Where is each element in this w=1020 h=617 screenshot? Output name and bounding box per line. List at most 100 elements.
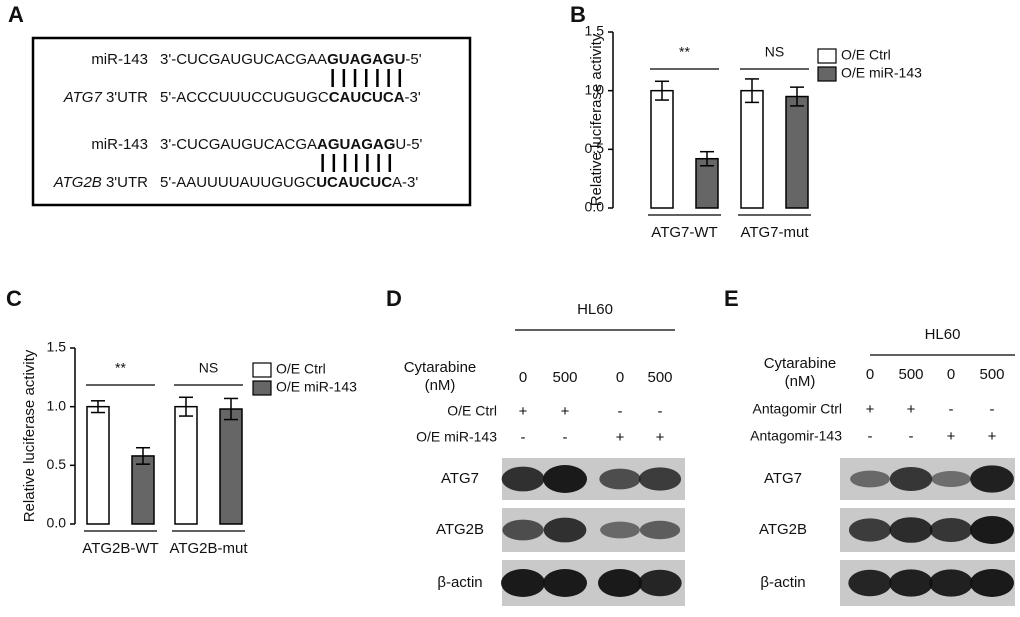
legend-label: O/E Ctrl [276,361,326,377]
condition-sign: + [656,429,665,446]
dose: 500 [979,366,1004,383]
x-tick-label: ATG2B-WT [82,540,158,557]
condition-sign: + [561,403,570,420]
x-tick-label: ATG7-WT [651,224,717,241]
y-tick-label: 1.5 [585,23,605,39]
dose: 500 [898,366,923,383]
blot-label: ATG2B [759,521,807,538]
panel-label: D [386,286,402,311]
legend-swatch [817,66,837,82]
legend-swatch [252,380,272,396]
blot-band [889,467,933,491]
treatment-label: (nM) [785,373,816,390]
x-tick-label: ATG2B-mut [169,540,248,557]
cell-line: HL60 [925,326,961,343]
condition-sign: + [616,429,625,446]
y-tick-label: 1.0 [47,397,67,413]
panel-label: E [724,286,739,311]
blot-band [638,569,682,597]
dose: 500 [647,369,672,386]
target-sequence: 5'-AAUUUUAUUGUGCUCAUCUCA-3' [160,174,418,191]
error-bar [224,397,238,421]
bar [219,408,243,525]
text-part: ATG2B [53,174,102,191]
treatment-label: Cytarabine [764,355,837,372]
y-tick-label: 1.0 [585,81,605,97]
blot-band [970,465,1014,493]
blot-band [599,468,641,490]
condition-sign: - [868,428,873,445]
blot-band [543,465,587,493]
condition-sign: + [866,401,875,418]
blot-label: ATG7 [764,470,802,487]
text-part: 3'UTR [102,174,148,191]
bar [174,405,198,525]
bar [650,89,674,209]
condition-sign: + [907,401,916,418]
error-bar [136,446,150,465]
text-part: CAUCUCA [329,89,405,106]
treatment-label: Cytarabine [404,359,477,376]
text-part: 3'UTR [102,89,148,106]
error-bar [790,86,804,107]
condition-sign: - [949,401,954,418]
condition-sign: + [519,403,528,420]
bar [86,405,110,525]
condition-sign: - [909,428,914,445]
blot-band [850,470,890,488]
dose: 0 [947,366,955,383]
blot-band [848,569,892,597]
panel-label: C [6,286,22,311]
blot-band [501,569,545,597]
bar [785,95,809,209]
blot-band [600,521,640,539]
blot-label: β-actin [760,574,805,591]
blot-band [970,569,1014,597]
error-bar [655,80,669,101]
blot-band [598,569,642,597]
x-tick-label: ATG7-mut [740,224,809,241]
significance: ** [115,360,126,376]
text-part: 5'-ACCCUUUCCUGUGC [160,89,329,106]
blot-label: ATG7 [441,470,479,487]
blot-band [639,520,681,540]
blot-band [543,517,587,543]
legend-label: O/E Ctrl [841,47,891,63]
text-part: -5' [405,51,421,68]
condition-sign: - [990,401,995,418]
condition-label: O/E Ctrl [447,403,497,419]
dose: 0 [866,366,874,383]
blot-band [889,517,933,543]
y-tick-label: 0.0 [585,199,605,215]
legend-swatch [817,48,837,64]
error-bar [91,400,105,414]
mirna-name: miR-143 [91,51,148,68]
text-part: -3' [405,89,421,106]
condition-sign: - [618,403,623,420]
text-part: GUAGAGU [327,51,405,68]
condition-label: Antagomir Ctrl [753,401,842,417]
text-part: UCAUCUC [316,174,392,191]
blot-band [501,466,545,492]
blot-band [502,519,544,541]
text-part: 3'-CUCGAUGUCACGAA [160,51,327,68]
dose: 500 [552,369,577,386]
condition-label: O/E miR-143 [416,429,497,445]
significance: NS [199,360,218,376]
panel-a-box [31,36,472,207]
condition-sign: - [521,429,526,446]
target-name: ATG7 3'UTR [63,89,148,106]
dose: 0 [616,369,624,386]
condition-sign: + [988,428,997,445]
condition-sign: - [563,429,568,446]
error-bar [179,396,193,417]
blot-band [931,471,971,487]
target-name: ATG2B 3'UTR [53,174,148,191]
legend-label: O/E miR-143 [276,379,357,395]
text-part: AGUAGAG [317,136,395,153]
text-part: A-3' [392,174,418,191]
text-part: 5'-AAUUUUAUUGUGC [160,174,316,191]
bar [131,455,155,525]
y-tick-label: 0.0 [47,515,67,531]
y-tick-label: 1.5 [47,339,67,355]
